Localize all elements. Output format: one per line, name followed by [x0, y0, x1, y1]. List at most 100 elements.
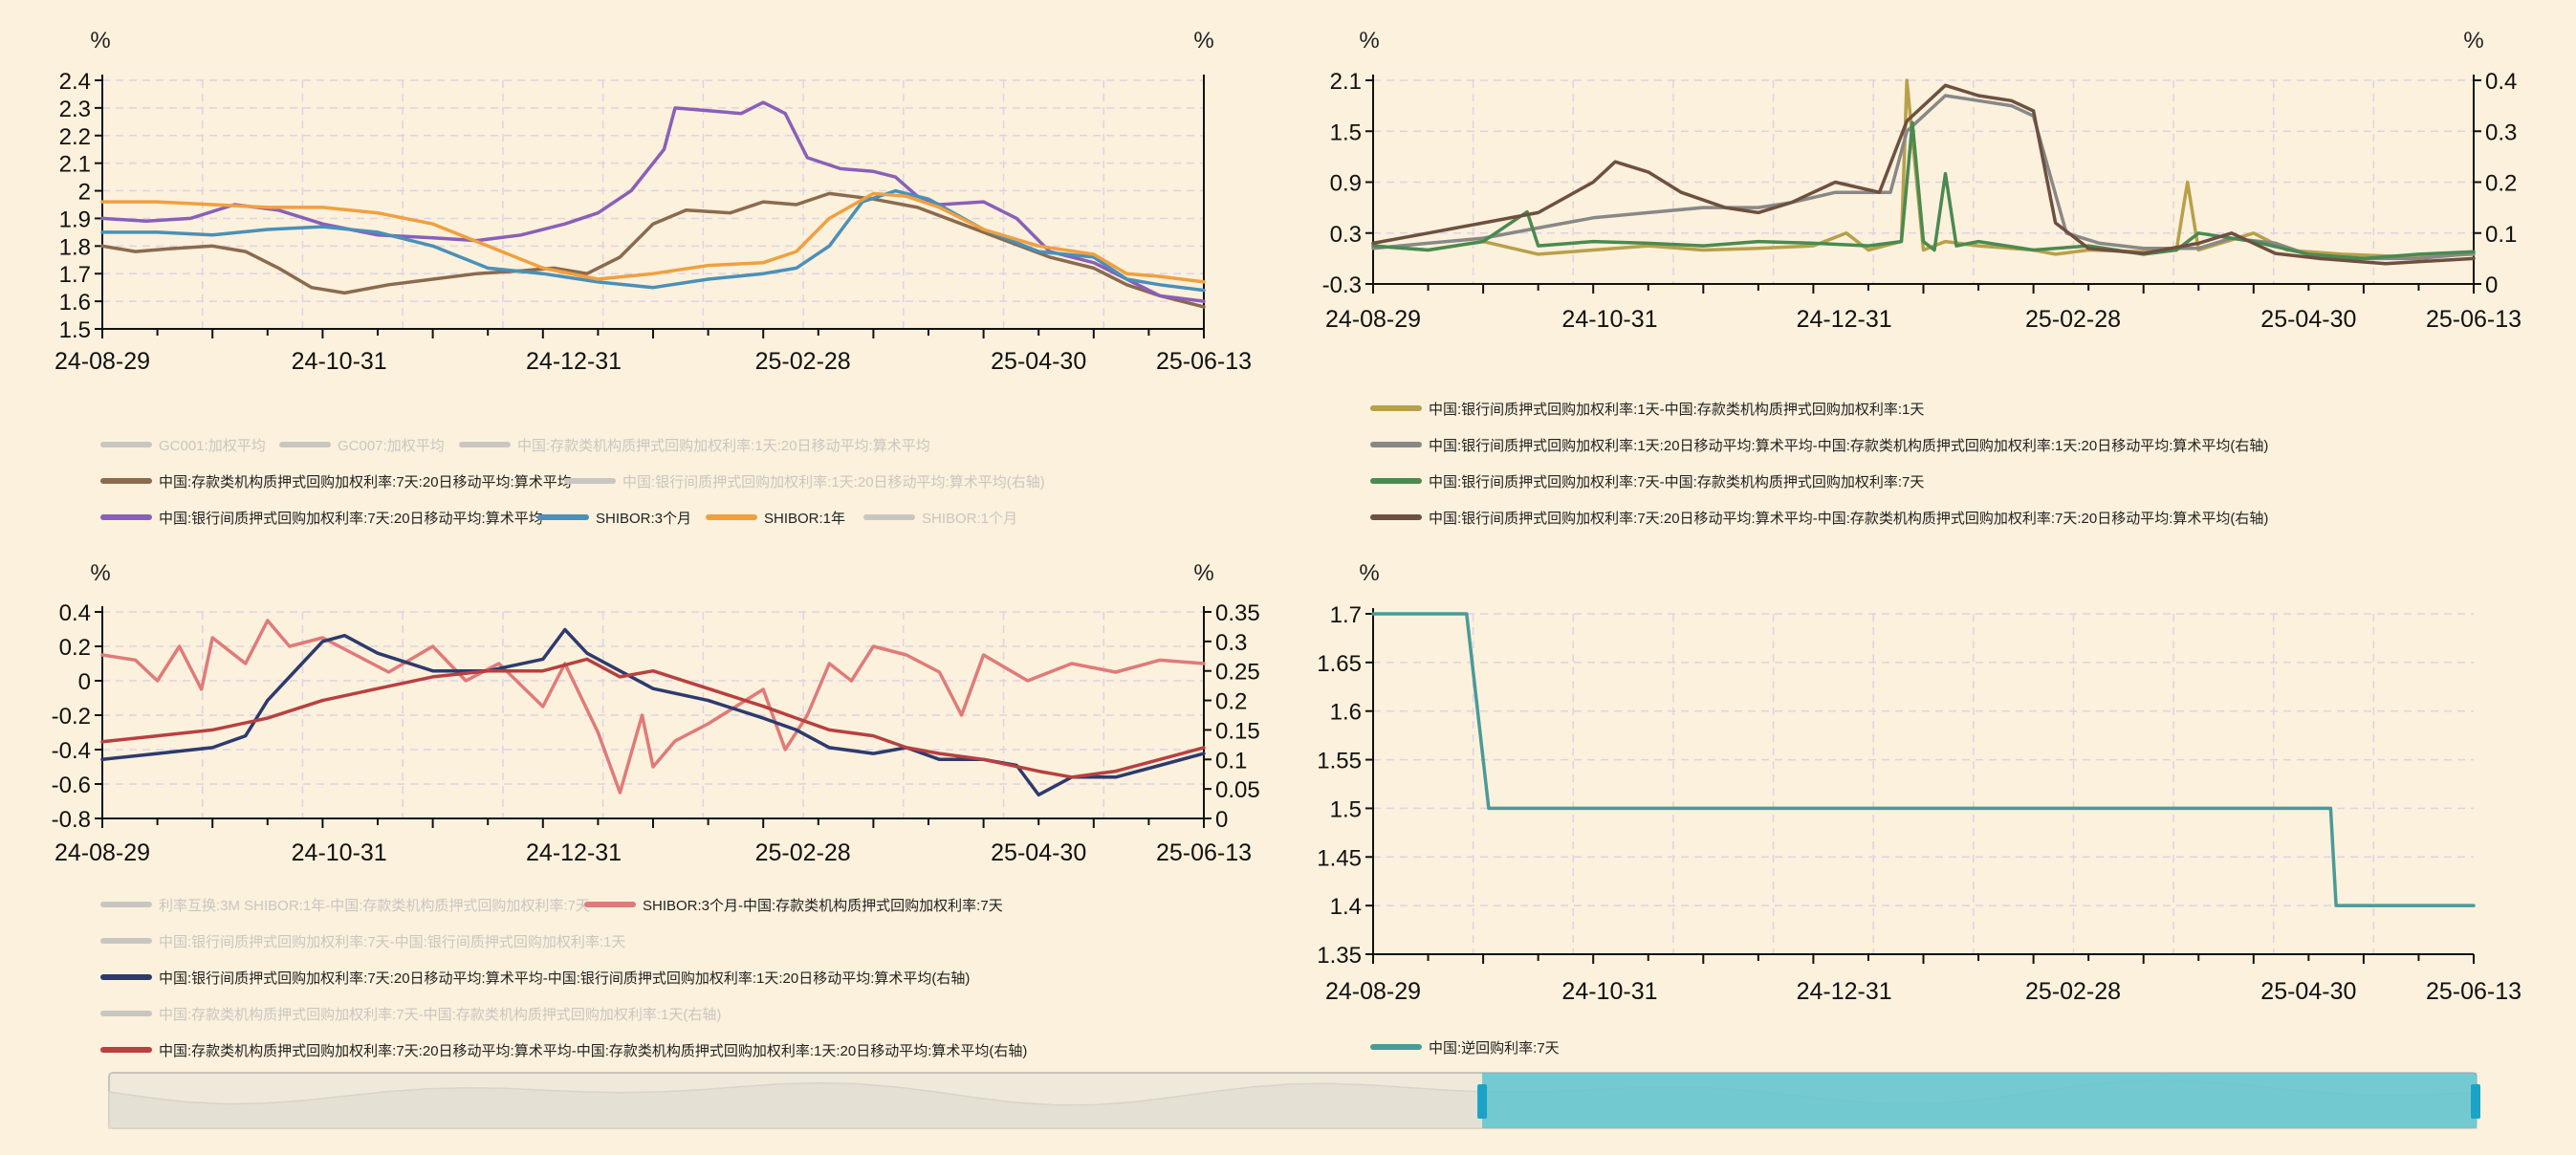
y-unit-left: % [1359, 560, 1379, 586]
legend-label: SHIBOR:1年 [764, 511, 845, 527]
y-tick-label: -0.3 [1322, 272, 1362, 298]
y-tick-label-right: 0.2 [2485, 171, 2517, 197]
y-tick-label: 0 [78, 669, 91, 695]
x-tick-label: 25-04-30 [2260, 978, 2356, 1005]
x-tick-label: 24-08-29 [55, 348, 150, 375]
legend-label: 中国:存款类机构质押式回购加权利率:7天:20日移动平均:算术平均 [159, 473, 572, 490]
slider-selection[interactable] [1482, 1073, 2477, 1128]
legend-label: SHIBOR:1个月 [922, 511, 1017, 527]
legend-item[interactable]: SHIBOR:1年 [706, 511, 845, 527]
slider-handle-right[interactable] [2471, 1084, 2480, 1119]
series-line-c1-2 [100, 188, 1206, 293]
legend-label: 中国:银行间质押式回购加权利率:7天:20日移动平均:算术平均-中国:银行间质押… [159, 970, 970, 987]
legend: GC001:加权平均 GC007:加权平均 中国:存款类机构质押式回购加权利率:1天… [100, 437, 1045, 527]
legend-label: SHIBOR:3个月 [596, 511, 691, 527]
legend-item[interactable]: 中国:银行间质押式回购加权利率:1天:20日移动平均:算术平均(右轴) [564, 473, 1045, 490]
y-tick-label: 0.2 [59, 635, 91, 661]
x-tick-label: 25-06-13 [2426, 978, 2521, 1005]
y-tick-label-right: 0 [2485, 272, 2498, 298]
x-tick-label: 24-12-31 [1797, 306, 1892, 333]
legend-label: 中国:逆回购利率:7天 [1429, 1040, 1560, 1057]
chart-c3: % % 0.4 0.2 0 -0.2 -0.4 -0.6 -0.8 0.35 0.3 0.25 0.2 0… [52, 560, 1260, 1059]
x-tick-label: 24-12-31 [1797, 978, 1892, 1005]
legend-item[interactable]: SHIBOR:1个月 [863, 511, 1017, 527]
series-line-c2-2 [1371, 120, 2476, 261]
y-tick-label: 1.6 [59, 290, 91, 316]
y-tick-label: 1.65 [1317, 651, 1362, 677]
series-line-c1-1 [100, 100, 1206, 303]
legend-item[interactable]: 中国:存款类机构质押式回购加权利率:7天-中国:存款类机构质押式回购加权利率:1… [100, 1007, 721, 1023]
legend-label: 中国:存款类机构质押式回购加权利率:7天-中国:存款类机构质押式回购加权利率:1… [159, 1007, 721, 1023]
legend-item[interactable]: 中国:银行间质押式回购加权利率:7天:20日移动平均:算术平均 [100, 510, 543, 527]
grid [1373, 613, 2474, 955]
legend-item[interactable]: 中国:存款类机构质押式回购加权利率:7天:20日移动平均:算术平均 [100, 473, 572, 490]
series-line-c1-3 [100, 191, 1206, 284]
series-line-c3-2 [100, 657, 1206, 779]
legend-item[interactable]: 中国:银行间质押式回购加权利率:7天:20日移动平均:算术平均-中国:银行间质押… [100, 970, 970, 987]
x-tick-label: 24-08-29 [1325, 306, 1421, 333]
legend-label: 中国:银行间质押式回购加权利率:7天-中国:存款类机构质押式回购加权利率:7天 [1429, 474, 1924, 490]
x-tick-label: 24-08-29 [1325, 978, 1421, 1005]
y-tick-label-right: 0.1 [2485, 222, 2517, 248]
y-tick-label: 2.1 [1330, 69, 1362, 95]
legend-item[interactable]: GC001:加权平均 [100, 438, 266, 454]
y-tick-label: 2 [78, 180, 91, 206]
slider-handle-left[interactable] [1477, 1084, 1488, 1119]
legend-item[interactable]: 中国:银行间质押式回购加权利率:7天-中国:银行间质押式回购加权利率:1天 [100, 934, 625, 950]
y-unit-left: % [1359, 28, 1379, 54]
grid [102, 79, 1204, 330]
x-tick-label: 25-02-28 [755, 348, 851, 375]
x-tick-label: 24-10-31 [292, 839, 387, 866]
legend-item[interactable]: 中国:银行间质押式回购加权利率:1天-中国:存款类机构质押式回购加权利率:1天 [1370, 402, 1924, 418]
legend-label: SHIBOR:3个月-中国:存款类机构质押式回购加权利率:7天 [643, 898, 1003, 914]
legend-item[interactable]: 中国:存款类机构质押式回购加权利率:1天:20日移动平均:算术平均 [459, 437, 930, 454]
series-line-c3-0 [100, 619, 1206, 795]
legend-item[interactable]: 中国:存款类机构质押式回购加权利率:7天:20日移动平均:算术平均-中国:存款类… [100, 1042, 1027, 1059]
y-tick-label-right: 0.25 [1215, 660, 1260, 686]
legend-item[interactable]: SHIBOR:3个月-中国:存款类机构质押式回购加权利率:7天 [584, 898, 1003, 914]
x-tick-label: 24-10-31 [292, 348, 387, 375]
x-tick-label: 25-04-30 [991, 348, 1086, 375]
y-tick-label: 0.4 [59, 600, 91, 626]
legend: 中国:逆回购利率:7天 [1370, 1040, 1560, 1057]
y-tick-label: 0.9 [1330, 171, 1362, 197]
series-line-c4-0 [1371, 612, 2476, 907]
y-unit-left: % [90, 28, 110, 54]
legend-item[interactable]: SHIBOR:3个月 [537, 511, 691, 527]
x-tick-label: 24-08-29 [55, 839, 150, 866]
y-tick-label: 1.6 [1330, 700, 1362, 726]
y-unit-right: % [1193, 560, 1213, 586]
legend-item[interactable]: 中国:银行间质押式回购加权利率:1天:20日移动平均:算术平均-中国:存款类机构… [1370, 437, 2268, 454]
legend-label: 中国:存款类机构质押式回购加权利率:7天:20日移动平均:算术平均-中国:存款类… [159, 1042, 1027, 1059]
x-tick-label: 24-10-31 [1561, 978, 1657, 1005]
data-zoom-slider[interactable] [108, 1072, 2480, 1129]
series-line-c2-3 [1371, 83, 2476, 266]
y-tick-label: 1.5 [59, 317, 91, 343]
y-tick-label: 1.55 [1317, 749, 1362, 774]
y-tick-label: -0.2 [52, 704, 91, 730]
series-line-c3-1 [100, 627, 1206, 797]
series-line-c2-1 [1371, 94, 2476, 261]
x-tick-label: 25-04-30 [991, 839, 1086, 866]
y-tick-label: 1.9 [59, 207, 91, 232]
y-tick-label: 1.4 [1330, 894, 1362, 920]
chart-c1: % % 2.42.32.22.121.91.81.71.61.5 24-08-29 24… [55, 28, 1252, 527]
legend-item[interactable]: GC007:加权平均 [279, 438, 445, 454]
legend-item[interactable]: 中国:银行间质押式回购加权利率:7天:20日移动平均:算术平均-中国:存款类机构… [1370, 510, 2268, 527]
y-unit-left: % [90, 560, 110, 586]
legend-item[interactable]: 利率互换:3M SHIBOR:1年-中国:存款类机构质押式回购加权利率:7天 [100, 898, 590, 914]
legend-item[interactable]: 中国:银行间质押式回购加权利率:7天-中国:存款类机构质押式回购加权利率:7天 [1370, 474, 1924, 490]
legend-label: 中国:银行间质押式回购加权利率:1天-中国:存款类机构质押式回购加权利率:1天 [1429, 402, 1924, 418]
series-line-c1-0 [100, 191, 1206, 309]
x-tick-label: 25-04-30 [2260, 306, 2356, 333]
x-tick-label: 25-02-28 [2025, 306, 2121, 333]
legend-item[interactable]: 中国:逆回购利率:7天 [1370, 1040, 1560, 1057]
y-unit-right: % [1193, 28, 1213, 54]
y-tick-label: 1.8 [59, 234, 91, 260]
x-tick-label: 25-02-28 [2025, 978, 2121, 1005]
legend-label: 中国:银行间质押式回购加权利率:1天:20日移动平均:算术平均-中国:存款类机构… [1429, 437, 2268, 454]
legend: 中国:银行间质押式回购加权利率:1天-中国:存款类机构质押式回购加权利率:1天中… [1370, 402, 2268, 527]
y-tick-label-right: 0.35 [1215, 600, 1260, 626]
y-tick-label: 1.45 [1317, 845, 1362, 871]
